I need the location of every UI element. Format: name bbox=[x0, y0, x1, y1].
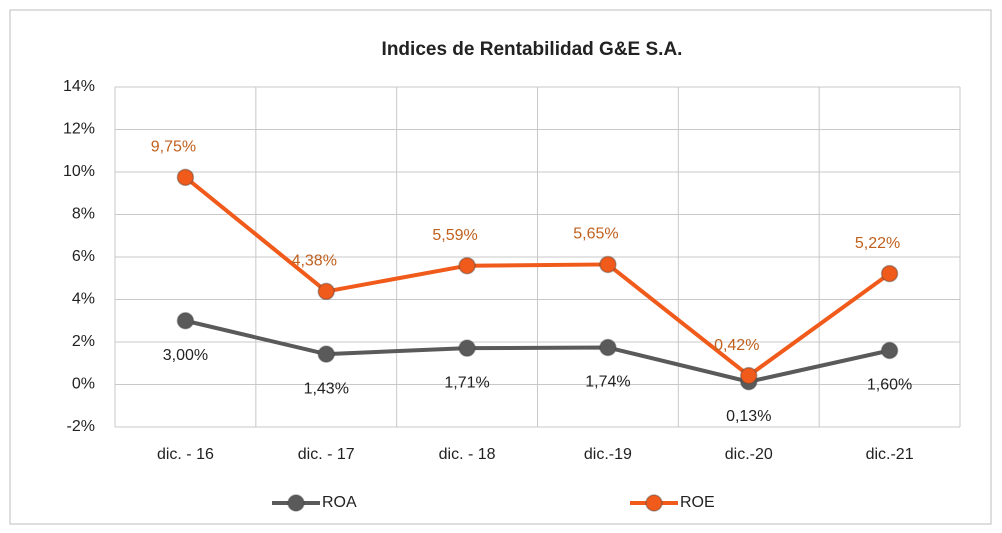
marker bbox=[880, 341, 899, 360]
y-tick-label: 0% bbox=[72, 376, 95, 393]
x-tick-label: dic. - 18 bbox=[439, 446, 496, 463]
marker bbox=[317, 282, 335, 301]
marker bbox=[599, 255, 617, 274]
y-tick-label: -2% bbox=[67, 418, 95, 435]
data-label: 0,13% bbox=[726, 408, 771, 425]
data-label: 5,22% bbox=[855, 235, 900, 252]
data-label: 3,00% bbox=[163, 347, 208, 364]
marker bbox=[880, 264, 899, 283]
legend-label: ROE bbox=[680, 494, 715, 511]
data-label: 9,75% bbox=[151, 139, 196, 156]
x-tick-label: dic. - 17 bbox=[298, 446, 355, 463]
y-tick-label: 6% bbox=[72, 248, 95, 265]
line bbox=[184, 175, 891, 378]
marker bbox=[176, 168, 195, 187]
data-label: 1,60% bbox=[867, 377, 912, 394]
y-tick-label: 2% bbox=[72, 333, 95, 350]
x-tick-label: dic. - 16 bbox=[157, 446, 214, 463]
marker bbox=[176, 312, 195, 330]
y-tick-label: 12% bbox=[63, 121, 95, 138]
marker bbox=[740, 366, 758, 385]
legend-marker bbox=[645, 494, 663, 512]
data-label: 5,65% bbox=[573, 226, 618, 243]
chart-title: Indices de Rentabilidad G&E S.A. bbox=[382, 39, 683, 60]
y-tick-label: 8% bbox=[72, 206, 95, 223]
data-label: 1,71% bbox=[444, 374, 489, 391]
y-tick-label: 14% bbox=[63, 78, 95, 95]
data-label: 4,38% bbox=[292, 253, 337, 270]
x-tick-label: dic.-20 bbox=[725, 446, 773, 463]
legend-label: ROA bbox=[322, 494, 357, 511]
data-label: 5,59% bbox=[432, 227, 477, 244]
line bbox=[184, 318, 891, 384]
data-label: 1,74% bbox=[585, 374, 630, 391]
data-label: 0,42% bbox=[714, 337, 759, 354]
x-tick-label: dic.-21 bbox=[866, 446, 914, 463]
legend-marker bbox=[287, 494, 305, 512]
y-tick-label: 4% bbox=[72, 291, 95, 308]
marker bbox=[458, 339, 476, 357]
marker bbox=[599, 338, 617, 357]
data-label: 1,43% bbox=[304, 380, 349, 397]
marker bbox=[458, 256, 476, 275]
marker bbox=[317, 345, 335, 363]
y-tick-label: 10% bbox=[63, 163, 95, 180]
x-tick-label: dic.-19 bbox=[584, 446, 632, 463]
